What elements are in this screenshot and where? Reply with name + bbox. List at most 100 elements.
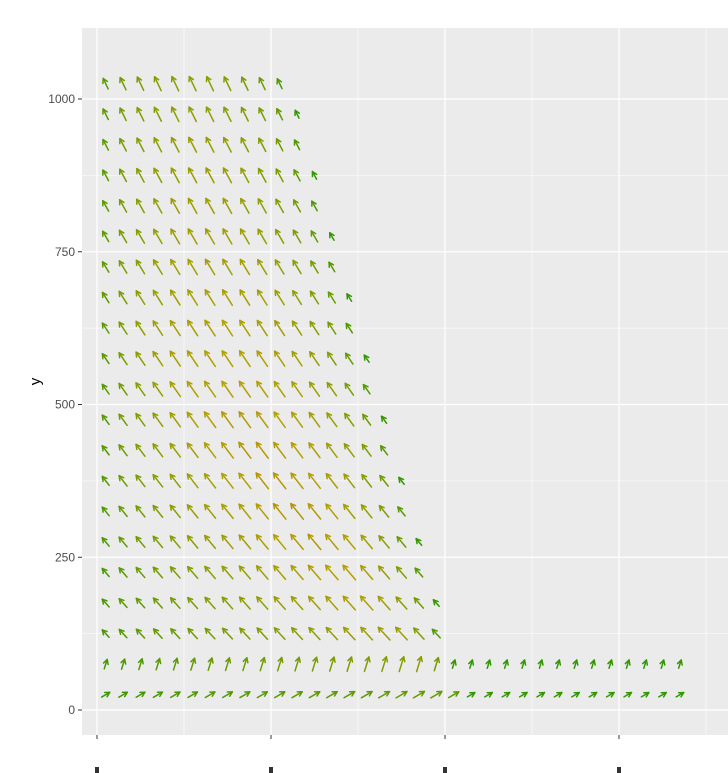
vector-arrow — [588, 691, 598, 698]
vector-arrow — [484, 691, 493, 698]
vector-arrow — [273, 565, 287, 581]
vector-arrow — [118, 444, 128, 457]
vector-arrow — [377, 595, 391, 611]
vector-arrow — [102, 658, 109, 670]
vector-arrow — [274, 320, 286, 337]
vector-arrow — [136, 106, 145, 122]
vector-arrow — [308, 690, 321, 699]
vector-arrow — [170, 75, 180, 92]
vector-arrow — [186, 380, 199, 398]
vector-arrow — [293, 199, 302, 213]
vector-arrow — [153, 198, 163, 214]
vector-arrow — [135, 597, 146, 609]
vector-arrow — [204, 319, 216, 337]
vector-arrow — [344, 352, 354, 365]
vector-arrow — [135, 351, 146, 366]
vector-arrow — [258, 77, 266, 91]
vector-arrow — [170, 197, 181, 214]
vector-arrow — [380, 415, 388, 425]
vector-arrow — [152, 259, 163, 275]
vector-arrow — [204, 228, 216, 245]
vector-arrow — [118, 597, 128, 609]
vector-arrow — [135, 290, 146, 306]
vector-arrow — [325, 442, 338, 459]
vector-arrow — [346, 656, 354, 673]
vector-arrow — [186, 411, 199, 428]
vector-arrow — [311, 200, 318, 212]
vector-arrow — [379, 445, 389, 456]
vector-arrow — [307, 564, 322, 581]
vector-arrow — [169, 566, 181, 579]
vector-arrow — [325, 690, 338, 699]
vector-arrow — [101, 322, 110, 334]
vector-arrow — [642, 659, 649, 670]
vector-arrow — [308, 626, 321, 641]
y-tick-label: 500 — [55, 398, 75, 412]
vector-arrow — [118, 628, 128, 639]
vector-arrow — [221, 319, 234, 337]
vector-arrow — [326, 351, 337, 366]
vector-arrow — [204, 691, 216, 699]
vector-arrow — [485, 659, 492, 670]
vector-arrow — [276, 78, 283, 90]
vector-arrow — [359, 595, 374, 611]
vector-arrow — [607, 659, 614, 670]
vector-arrow — [101, 537, 110, 547]
vector-arrow — [119, 168, 128, 183]
vector-arrow — [169, 504, 182, 519]
vector-arrow — [153, 167, 163, 184]
vector-arrow — [346, 293, 353, 302]
vector-arrow — [273, 691, 286, 699]
y-axis: 0 250 500 750 1000 — [48, 92, 82, 717]
vector-arrow — [275, 138, 284, 152]
vector-arrow — [291, 350, 303, 367]
vector-arrow — [325, 626, 339, 641]
vector-arrow — [101, 353, 110, 365]
vector-arrow — [360, 564, 374, 581]
vector-arrow — [118, 260, 128, 274]
vector-arrow — [308, 411, 321, 428]
vector-arrow — [187, 167, 198, 184]
vector-arrow — [466, 691, 476, 698]
vector-arrow — [135, 412, 146, 427]
vector-arrow — [102, 108, 110, 121]
vector-arrow — [273, 627, 286, 641]
vector-arrow — [137, 658, 144, 671]
vector-arrow — [290, 472, 304, 490]
vector-arrow — [395, 626, 408, 641]
vector-arrow — [169, 442, 182, 458]
vector-arrow — [221, 350, 234, 368]
vector-arrow — [255, 441, 269, 459]
y-axis-title: y — [27, 377, 44, 385]
x-tick-label-cut — [269, 767, 273, 773]
vector-arrow — [239, 319, 251, 337]
vector-arrow — [292, 259, 302, 275]
vector-arrow — [204, 258, 216, 276]
vector-arrow — [502, 659, 509, 670]
vector-arrow — [468, 659, 475, 670]
vector-arrow — [136, 137, 145, 153]
vector-arrow — [222, 228, 233, 245]
vector-arrow — [169, 597, 181, 610]
vector-arrow — [290, 564, 304, 581]
vector-arrow — [537, 659, 544, 670]
vector-arrow — [291, 381, 303, 398]
vector-arrow — [256, 691, 269, 699]
vector-arrow — [256, 289, 268, 306]
vector-arrow — [238, 503, 252, 520]
vector-arrow — [203, 503, 217, 519]
vector-arrow — [222, 136, 232, 153]
vector-arrow — [310, 260, 319, 274]
vector-arrow — [290, 441, 304, 459]
vector-arrow — [187, 596, 199, 610]
vector-arrow — [172, 657, 179, 671]
vector-arrow — [221, 289, 234, 306]
vector-arrow — [310, 230, 319, 243]
vector-arrow — [377, 626, 391, 641]
minor-gridlines — [82, 28, 728, 735]
vector-arrow — [204, 627, 216, 640]
vector-arrow — [345, 322, 354, 334]
vector-arrow — [135, 628, 146, 639]
vector-arrow — [204, 565, 217, 580]
vector-arrow — [207, 657, 214, 672]
